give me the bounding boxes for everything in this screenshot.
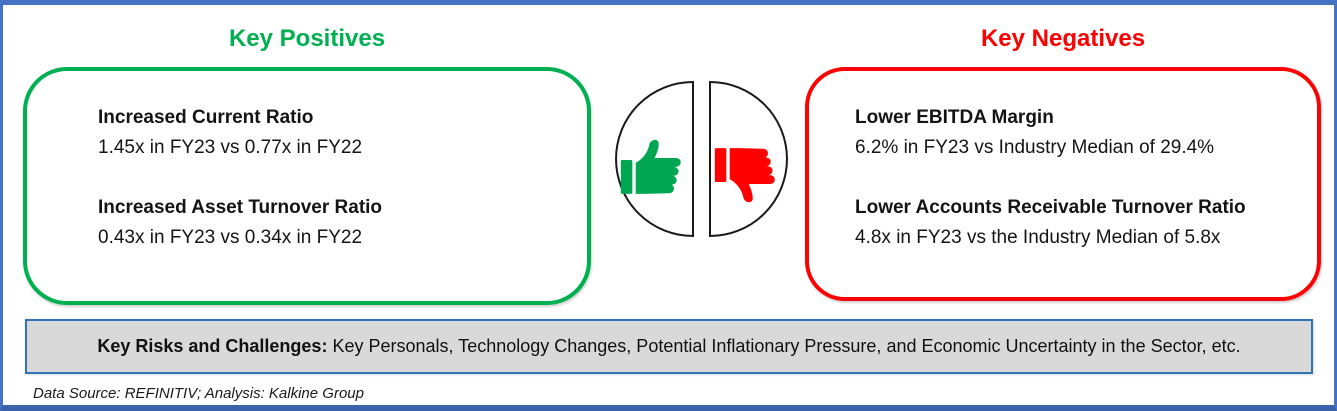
- thumbs-up-icon: [620, 139, 681, 194]
- positive-item-heading: Increased Asset Turnover Ratio: [98, 197, 383, 218]
- key-positives-box: Increased Current Ratio 1.45x in FY23 vs…: [23, 67, 591, 305]
- data-source-note: Data Source: REFINITIV; Analysis: Kalkin…: [33, 385, 364, 402]
- negative-item-value: 4.8x in FY23 vs the Industry Median of 5…: [855, 227, 1221, 248]
- negative-item-value: 6.2% in FY23 vs Industry Median of 29.4%: [855, 137, 1215, 158]
- positive-item-value: 1.45x in FY23 vs 0.77x in FY22: [98, 137, 363, 158]
- thumbs-down-icon: [714, 148, 775, 203]
- key-negatives-title: Key Negatives: [980, 25, 1146, 52]
- key-positives-title: Key Positives: [228, 25, 386, 52]
- positive-item: Increased Asset Turnover Ratio 0.43x in …: [98, 193, 567, 253]
- negative-item-heading: Lower Accounts Receivable Turnover Ratio: [855, 197, 1246, 218]
- positive-item-heading: Increased Current Ratio: [98, 107, 314, 128]
- key-risks-text: Key Personals, Technology Changes, Poten…: [327, 336, 1241, 356]
- negative-item-heading: Lower EBITDA Margin: [855, 107, 1054, 128]
- key-risks-label: Key Risks and Challenges:: [97, 336, 328, 356]
- negative-item: Lower Accounts Receivable Turnover Ratio…: [855, 193, 1301, 253]
- key-risks-bar: Key Risks and Challenges: Key Personals,…: [25, 319, 1313, 374]
- positive-item: Increased Current Ratio 1.45x in FY23 vs…: [98, 103, 567, 163]
- negative-item: Lower EBITDA Margin 6.2% in FY23 vs Indu…: [855, 103, 1301, 163]
- positive-item-value: 0.43x in FY23 vs 0.34x in FY22: [98, 227, 363, 248]
- key-negatives-box: Lower EBITDA Margin 6.2% in FY23 vs Indu…: [805, 67, 1321, 301]
